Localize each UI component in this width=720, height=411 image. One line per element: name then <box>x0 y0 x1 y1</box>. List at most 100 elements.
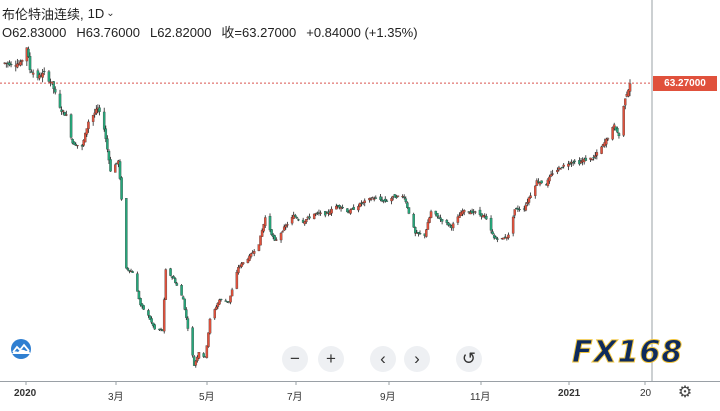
candle-body-down <box>592 157 595 159</box>
candle <box>434 210 438 217</box>
candle-body-up <box>61 110 65 112</box>
candle-body-down <box>175 283 179 286</box>
candle-body-up <box>205 345 209 358</box>
candle <box>290 214 294 226</box>
candle <box>485 213 488 220</box>
candle <box>537 178 540 184</box>
candle-body-up <box>162 299 166 332</box>
candle <box>219 298 223 302</box>
candle-body-up <box>349 209 352 214</box>
candle-body-down <box>568 163 572 165</box>
candle-body-up <box>312 213 316 220</box>
interval-label[interactable]: 1D <box>87 5 105 21</box>
candle-body-down <box>617 133 621 137</box>
candle <box>71 138 74 145</box>
candle <box>594 151 597 160</box>
candle-body-down <box>125 198 128 269</box>
candle-body-down <box>537 181 540 183</box>
candle-body-up <box>213 309 216 319</box>
candle-body-up <box>548 176 551 182</box>
candle-body-down <box>54 88 57 93</box>
candle <box>374 195 378 199</box>
candle <box>439 214 442 222</box>
candle <box>357 204 360 213</box>
candle-body-up <box>524 204 528 211</box>
zoom-out-button[interactable]: − <box>282 346 308 372</box>
candle-body-down <box>384 198 387 202</box>
candle <box>624 98 627 110</box>
candle <box>241 262 245 266</box>
candle-body-down <box>395 196 398 199</box>
chevron-down-icon[interactable]: ⌄ <box>106 7 115 19</box>
candle <box>118 159 122 181</box>
candle <box>571 160 575 166</box>
candle <box>196 355 199 363</box>
candle-body-down <box>72 141 76 145</box>
candle <box>352 204 355 210</box>
candle-body-up <box>237 267 240 273</box>
scroll-right-button[interactable]: › <box>404 346 430 372</box>
ohlc-legend: O62.83000 H63.76000 L62.82000 收=63.27000 +0.… <box>2 22 428 40</box>
candle-body-up <box>605 138 608 145</box>
candle-body-up <box>611 127 614 140</box>
candle <box>114 163 117 173</box>
candle <box>592 154 595 161</box>
candle <box>126 267 130 272</box>
candle <box>314 212 318 217</box>
candle-body-up <box>462 209 466 213</box>
candle-body-down <box>186 318 190 329</box>
candle <box>480 213 483 220</box>
candle-body-up <box>279 232 283 241</box>
candle-body-down <box>151 322 155 326</box>
candle <box>194 360 198 368</box>
candle <box>546 177 550 188</box>
candle <box>429 209 433 219</box>
scroll-left-button[interactable]: ‹ <box>370 346 396 372</box>
candle <box>445 218 449 226</box>
candles <box>3 46 632 368</box>
candle-body-down <box>560 167 564 169</box>
candle-body-up <box>260 230 264 237</box>
candle-body-up <box>511 216 515 234</box>
ohlc-high: H63.76000 <box>76 25 140 40</box>
candle-body-up <box>401 196 404 198</box>
candle <box>568 161 572 166</box>
candle-body-up <box>513 209 516 216</box>
candle-body-up <box>425 229 428 237</box>
candle-body-down <box>9 63 13 66</box>
candle <box>260 228 264 237</box>
instrument-header[interactable]: 布伦特油连续, 1D ⌄ <box>2 4 115 22</box>
candle <box>595 149 599 160</box>
candle <box>229 295 232 305</box>
candle-body-down <box>172 276 175 279</box>
candle-body-up <box>372 198 376 200</box>
candle-body-up <box>303 221 306 225</box>
candle <box>385 199 389 202</box>
chart-snapshot-button[interactable] <box>6 338 36 360</box>
candle <box>396 195 400 198</box>
candle-body-up <box>194 360 198 366</box>
candle-body-up <box>396 195 400 197</box>
candle <box>556 167 559 175</box>
candle <box>16 58 19 69</box>
reset-chart-button[interactable]: ↺ <box>456 346 482 372</box>
candle <box>36 68 40 81</box>
candle-body-up <box>262 224 265 232</box>
zoom-in-button[interactable]: + <box>318 346 344 372</box>
candle-body-up <box>559 168 562 170</box>
candle-body-down <box>406 202 409 208</box>
candle <box>627 89 630 98</box>
candle <box>440 218 444 225</box>
candle <box>197 351 201 360</box>
settings-gear-icon[interactable]: ⚙ <box>677 384 693 401</box>
candle-body-down <box>120 177 123 200</box>
candle-body-down <box>492 234 496 239</box>
candle <box>562 163 565 169</box>
candle-body-down <box>434 210 438 215</box>
candle <box>317 209 321 216</box>
candle-body-down <box>52 81 55 90</box>
candle <box>371 196 374 199</box>
candle-body-up <box>305 219 308 223</box>
